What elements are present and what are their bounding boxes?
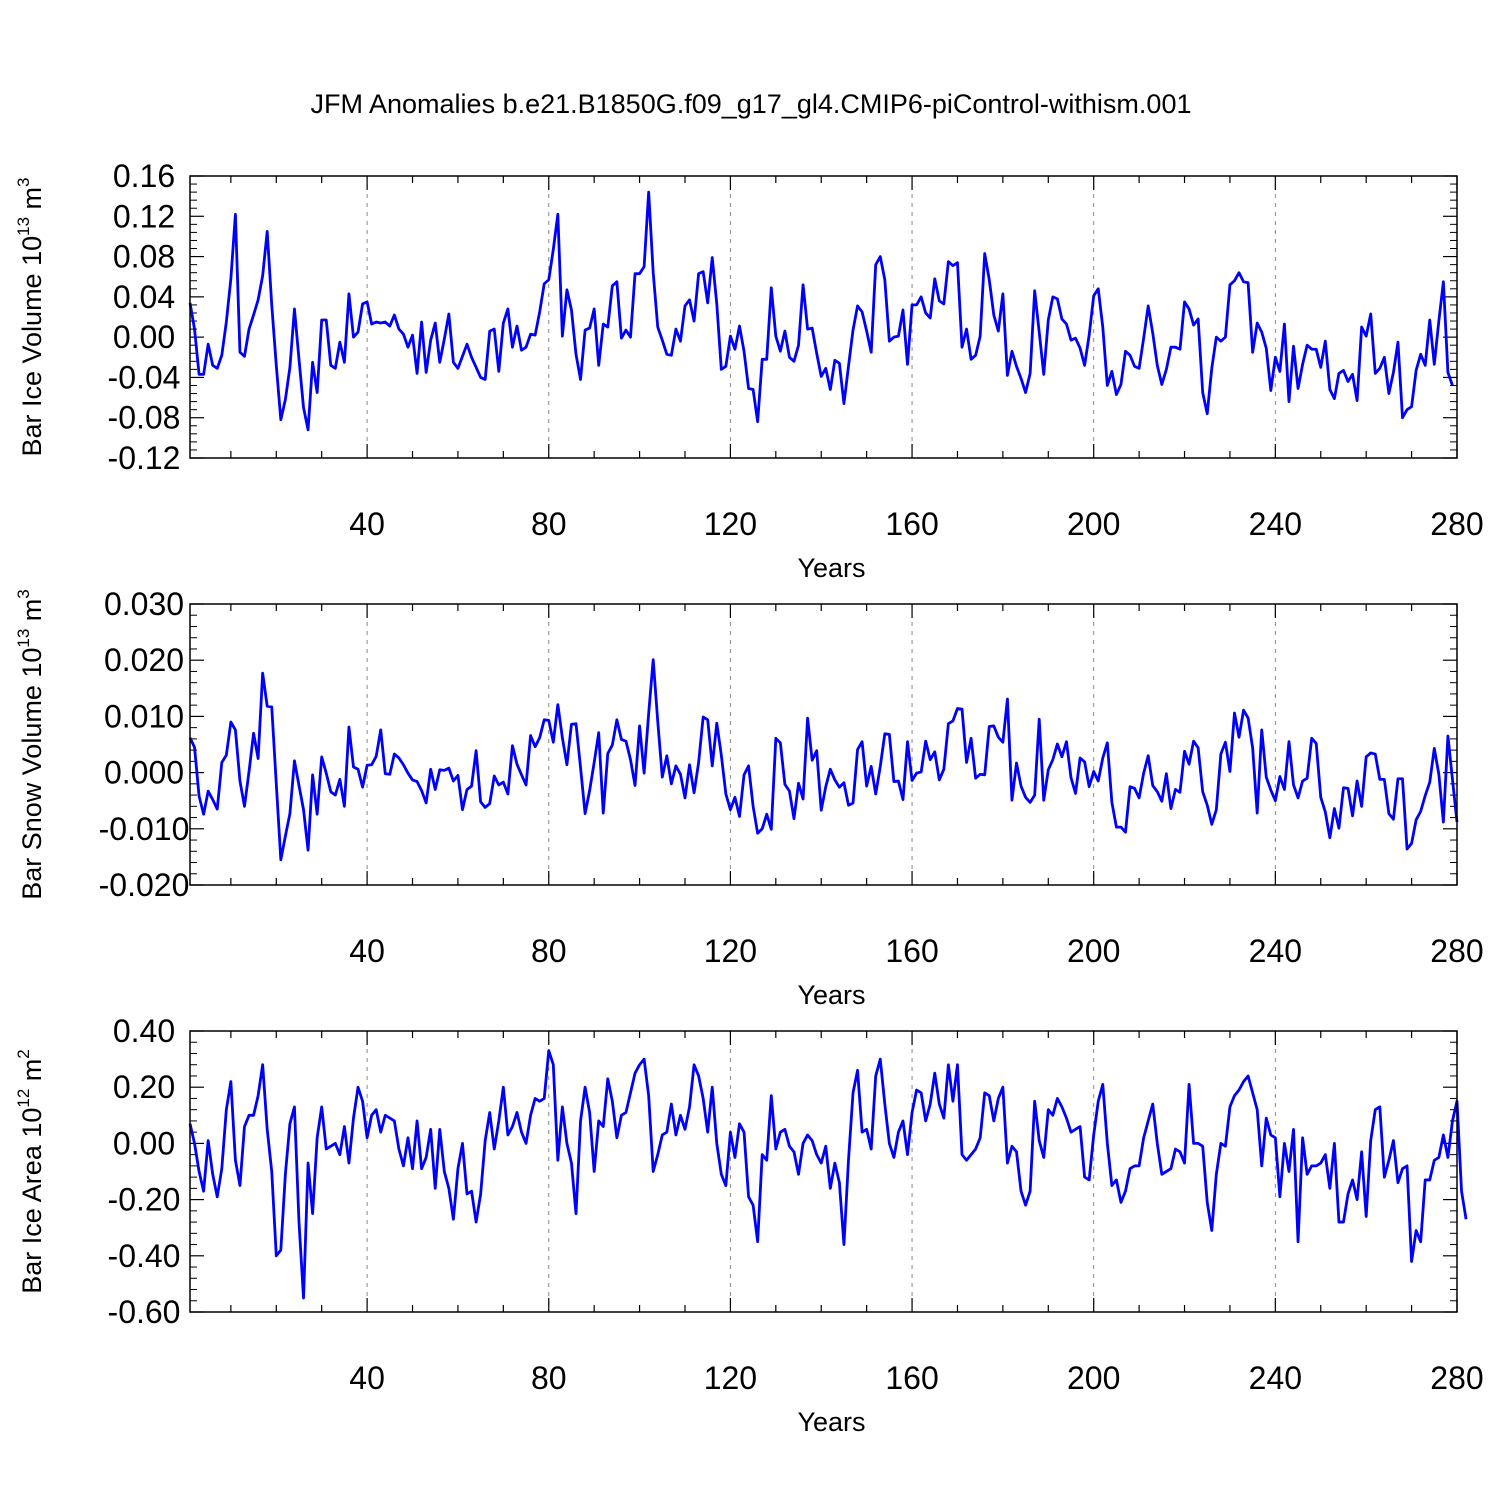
x-axis-label: Years — [797, 980, 865, 1010]
panels: -0.12 -0.08 -0.04 0.00 0.04 0.08 0.12 0.16 40 80 1… — [14, 158, 1484, 1437]
x-axis-label: Years — [797, 1407, 865, 1437]
y-tick-label: 0.00 — [113, 319, 175, 355]
x-tick-label: 200 — [1067, 1360, 1120, 1396]
x-tick-label: 240 — [1249, 933, 1302, 969]
x-tick-label: 280 — [1430, 933, 1483, 969]
x-tick-label: 120 — [704, 933, 757, 969]
y-tick-label: 0.000 — [104, 755, 184, 791]
y-tick-label: 0.12 — [113, 198, 175, 234]
y-tick-label: -0.04 — [108, 359, 181, 395]
x-tick-label: 40 — [349, 506, 385, 542]
y-axis-label: Bar Snow Volume 1013 m3 — [14, 589, 47, 900]
x-tick-label: 120 — [704, 1360, 757, 1396]
y-axis-label: Bar Ice Volume 1013 m3 — [14, 177, 47, 456]
ice-volume-series-line — [188, 190, 1454, 432]
x-tick-label: 40 — [349, 933, 385, 969]
ice-volume-plot-frame — [189, 175, 1458, 459]
x-tick-label: 240 — [1249, 506, 1302, 542]
y-tick-label: -0.12 — [108, 440, 181, 476]
x-tick-label: 240 — [1249, 1360, 1302, 1396]
x-tick-label: 40 — [349, 1360, 385, 1396]
snow-volume-panel: -0.020 -0.010 0.000 0.010 0.020 0.030 40 80 120 1… — [14, 586, 1484, 1010]
y-tick-label: 0.00 — [113, 1125, 175, 1161]
x-tick-label: 80 — [531, 933, 567, 969]
y-tick-label: 0.020 — [104, 642, 184, 678]
y-tick-label: 0.08 — [113, 239, 175, 275]
x-tick-label: 160 — [885, 933, 938, 969]
y-tick-label: -0.020 — [99, 867, 190, 903]
figure-title: JFM Anomalies b.e21.B1850G.f09_g17_gl4.C… — [311, 89, 1192, 119]
y-tick-label: 0.04 — [113, 279, 175, 315]
x-tick-label: 280 — [1430, 506, 1483, 542]
x-axis-label: Years — [797, 553, 865, 583]
x-tick-label: 200 — [1067, 506, 1120, 542]
ice-area-panel: -0.60 -0.40 -0.20 0.00 0.20 0.40 40 80 120 160 200… — [14, 1013, 1484, 1437]
y-tick-label: -0.20 — [108, 1182, 181, 1218]
x-tick-label: 120 — [704, 506, 757, 542]
x-tick-label: 280 — [1430, 1360, 1483, 1396]
ice-area-plot-frame — [189, 1030, 1458, 1313]
y-tick-label: -0.010 — [99, 811, 190, 847]
x-tick-label: 80 — [531, 1360, 567, 1396]
x-tick-label: 160 — [885, 506, 938, 542]
snow-volume-series-line — [188, 658, 1459, 862]
x-tick-label: 160 — [885, 1360, 938, 1396]
ice-area-series-line — [188, 1049, 1468, 1300]
y-tick-label: 0.40 — [113, 1013, 175, 1049]
ice-volume-panel: -0.12 -0.08 -0.04 0.00 0.04 0.08 0.12 0.16 40 80 1… — [14, 158, 1484, 583]
x-tick-label: 200 — [1067, 933, 1120, 969]
y-tick-label: -0.40 — [108, 1238, 181, 1274]
y-tick-label: -0.08 — [108, 400, 181, 436]
y-tick-label: 0.16 — [113, 158, 175, 194]
snow-volume-plot-frame — [189, 603, 1458, 886]
y-tick-label: 0.20 — [113, 1069, 175, 1105]
y-tick-label: -0.60 — [108, 1294, 181, 1330]
y-tick-label: 0.010 — [104, 698, 184, 734]
y-axis-label: Bar Ice Area 1012 m2 — [14, 1049, 47, 1294]
y-tick-label: 0.030 — [104, 586, 184, 622]
x-tick-label: 80 — [531, 506, 567, 542]
